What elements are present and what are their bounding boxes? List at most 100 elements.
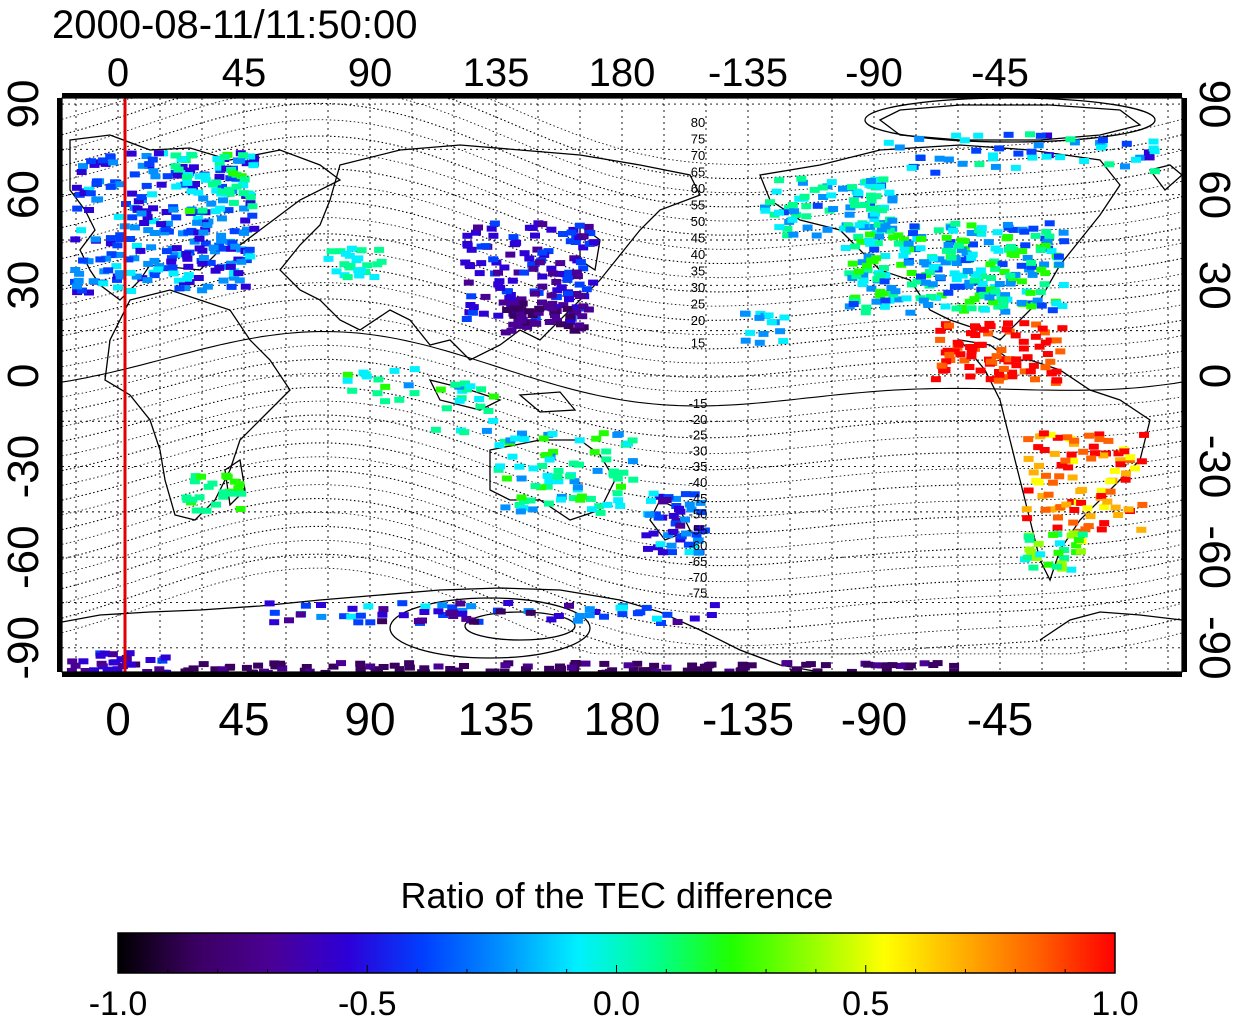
tec-cell	[894, 144, 905, 151]
tec-cell	[351, 257, 362, 264]
tec-cell	[940, 367, 951, 373]
tec-cell	[229, 274, 240, 281]
tec-cell	[162, 220, 173, 227]
tec-cell	[575, 496, 586, 503]
tec-cell	[1030, 333, 1041, 340]
tec-cell	[461, 386, 472, 393]
tec-cell	[581, 286, 592, 293]
tec-cell	[339, 261, 350, 268]
tec-cell	[740, 310, 750, 317]
tec-cell	[70, 267, 81, 273]
tec-cell	[336, 660, 346, 667]
tec-cell	[259, 668, 269, 672]
contour-label-south: -60	[689, 538, 708, 553]
tec-cell	[78, 658, 89, 665]
tec-cell	[241, 257, 252, 264]
tec-cell	[117, 663, 128, 670]
contour-line	[62, 386, 1182, 471]
tec-cell	[928, 264, 939, 271]
tec-cell	[964, 364, 975, 370]
tec-cell	[866, 257, 877, 264]
tec-cell	[682, 667, 693, 672]
tec-cell	[949, 270, 960, 277]
tec-cell	[248, 669, 258, 672]
tec-cell	[1023, 455, 1034, 462]
tec-cell	[202, 222, 213, 229]
tec-cell	[519, 436, 530, 443]
tec-cell	[998, 365, 1009, 372]
tec-cell	[564, 269, 575, 276]
tec-cell	[681, 530, 691, 537]
tec-cell	[879, 278, 890, 285]
tec-cell	[193, 215, 204, 222]
tec-cell	[394, 666, 405, 672]
tec-cell	[106, 251, 117, 258]
tec-cell	[1067, 499, 1078, 505]
tec-cell	[778, 338, 789, 344]
tec-cell	[1048, 531, 1059, 538]
tec-cell	[127, 190, 138, 197]
tec-cell	[1046, 248, 1057, 255]
tec-cell	[675, 536, 686, 543]
tec-cell	[438, 612, 449, 618]
tec-cell	[1028, 564, 1039, 571]
tec-cell	[537, 221, 548, 228]
tec-cell	[100, 650, 110, 657]
tec-cell	[435, 386, 446, 393]
tec-cell	[518, 498, 529, 505]
tec-cell	[1010, 332, 1021, 339]
tec-cell	[1023, 436, 1034, 443]
tec-cell	[73, 277, 84, 284]
tec-cell	[186, 188, 197, 195]
tec-cell	[996, 347, 1007, 353]
tec-cell	[355, 612, 366, 619]
tec-cell	[1121, 470, 1131, 477]
colorbar-tick-label: -0.5	[338, 985, 397, 1023]
tec-cell	[123, 256, 134, 263]
tec-cell	[572, 484, 583, 491]
tec-cell	[473, 224, 483, 231]
tec-cell	[203, 483, 214, 490]
tec-cell	[196, 473, 206, 480]
tec-cell	[970, 332, 981, 338]
tec-cell	[865, 223, 876, 230]
tec-cell	[903, 240, 914, 247]
tec-cell	[856, 238, 867, 245]
tec-cell	[1002, 221, 1013, 228]
tec-cell	[1027, 263, 1037, 270]
tec-cell	[194, 235, 205, 242]
tec-cell	[363, 603, 374, 610]
tec-cell	[1068, 519, 1079, 526]
tec-cell	[666, 542, 677, 549]
tec-cell	[133, 198, 144, 205]
tec-cell	[1096, 487, 1107, 494]
tec-cell	[866, 285, 877, 292]
colorbar-tick-label: 0.0	[593, 985, 640, 1023]
tec-cell	[1053, 549, 1064, 556]
tec-cell	[404, 664, 415, 671]
tec-cell	[571, 269, 582, 276]
tec-cell	[1084, 432, 1095, 439]
tec-cell	[371, 669, 381, 672]
tec-cell	[563, 290, 574, 297]
tec-cell	[627, 458, 638, 465]
tec-cell	[1016, 278, 1027, 285]
tec-cell	[542, 472, 553, 479]
tec-cell	[1096, 526, 1107, 533]
tec-cell	[511, 239, 522, 246]
tec-cell	[934, 256, 945, 263]
tec-cell	[959, 137, 970, 144]
tec-cell	[226, 283, 237, 290]
tec-cell	[100, 160, 111, 167]
tec-cell	[1071, 542, 1082, 549]
tec-cell	[225, 175, 236, 182]
contour-label-north: 75	[691, 132, 705, 147]
tec-cell	[966, 230, 977, 236]
tec-cell	[537, 273, 548, 280]
tec-cell	[178, 230, 188, 237]
tec-cell	[1136, 526, 1147, 533]
tec-cell	[491, 259, 502, 266]
tec-cell	[1035, 247, 1046, 253]
tec-cell	[553, 613, 564, 619]
tec-cell	[129, 224, 140, 231]
